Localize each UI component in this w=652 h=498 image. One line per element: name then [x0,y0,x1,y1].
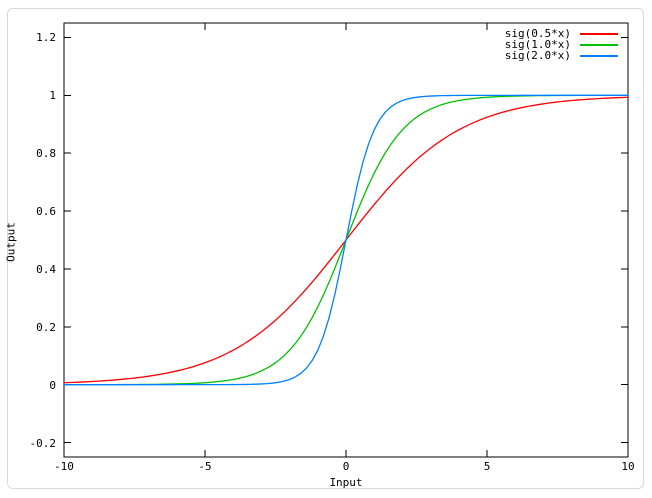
legend-line-sample [580,43,618,46]
y-tick-label: 1.2 [36,31,56,45]
x-axis-title: Input [329,476,363,489]
x-tick-label: 0 [342,460,350,473]
x-tick-label: 10 [621,460,635,473]
y-tick-label: 0.6 [36,205,56,219]
legend: sig(0.5*x) sig(1.0*x) sig(2.0*x) [504,28,618,61]
y-tick-label: 1 [49,89,56,103]
legend-item: sig(2.0*x) [504,50,618,61]
y-tick-label: 0.4 [36,262,56,276]
y-tick-label: -0.2 [29,436,57,450]
curve-sig(2.0*x) [64,94,628,386]
legend-item: sig(0.5*x) [504,28,618,39]
y-tick-label: 0.2 [36,320,56,334]
x-tick-label: -10 [54,460,74,473]
y-tick-label: 0.8 [36,147,56,161]
legend-label: sig(0.5*x) [504,27,571,40]
y-tick-label: 0 [49,378,56,392]
x-tick-label: -5 [198,460,212,473]
y-axis-title: Output [4,222,18,262]
legend-line-sample [580,54,618,57]
legend-item: sig(1.0*x) [504,39,618,50]
x-tick-label: 5 [483,460,491,473]
legend-line-sample [580,32,618,35]
legend-label: sig(2.0*x) [504,49,571,62]
legend-label: sig(1.0*x) [504,38,571,51]
